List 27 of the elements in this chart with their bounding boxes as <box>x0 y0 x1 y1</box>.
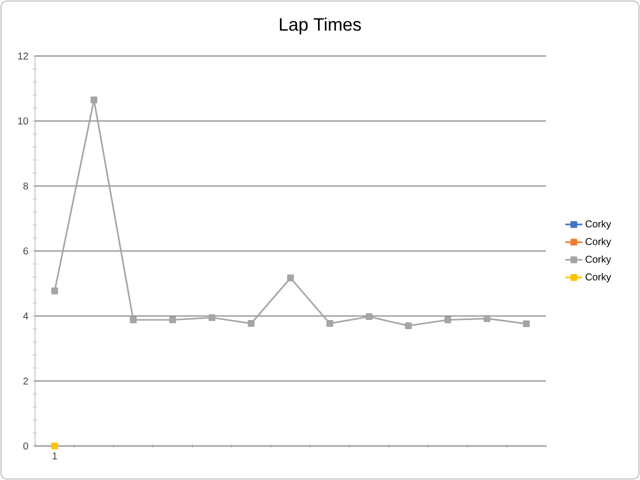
point <box>169 316 176 324</box>
y-tick-label: 2 <box>23 378 28 384</box>
y-tick-label: 10 <box>18 117 28 125</box>
point <box>366 313 373 320</box>
point <box>51 288 58 294</box>
chart-title: Lap Times <box>280 18 361 34</box>
y-tick-label: 0 <box>23 442 28 450</box>
point <box>51 442 58 450</box>
point <box>444 316 452 324</box>
point <box>522 320 530 328</box>
x-tick-label: 1 <box>52 452 57 460</box>
y-tick-label: 12 <box>18 52 28 60</box>
y-tick-label: 4 <box>23 312 28 320</box>
point <box>130 316 137 324</box>
point <box>326 320 334 327</box>
point <box>208 314 216 322</box>
point <box>90 96 98 104</box>
legend-label: Corky <box>586 238 612 248</box>
point <box>484 315 490 322</box>
legend-label: Corky <box>586 273 612 282</box>
legend-label: Corky <box>586 220 612 230</box>
point <box>248 320 255 327</box>
legend-label: Corky <box>586 255 612 265</box>
y-tick-label: 8 <box>23 182 28 190</box>
point <box>287 274 294 282</box>
y-tick-label: 6 <box>23 247 28 255</box>
point <box>405 322 412 330</box>
